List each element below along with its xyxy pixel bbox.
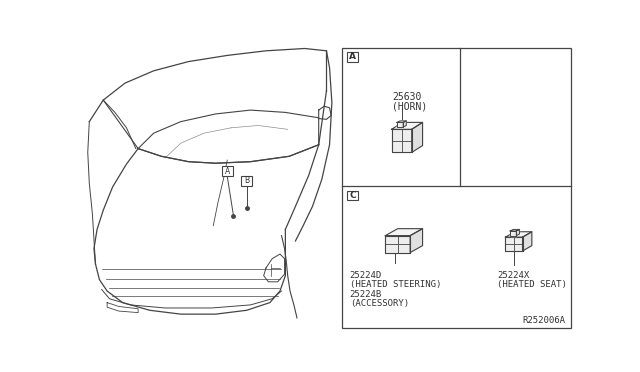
Polygon shape xyxy=(397,121,406,122)
Polygon shape xyxy=(403,121,406,127)
Text: (ACCESSORY): (ACCESSORY) xyxy=(349,299,409,308)
Polygon shape xyxy=(522,232,532,251)
Text: R252006A: R252006A xyxy=(522,316,565,325)
Polygon shape xyxy=(412,122,422,153)
Polygon shape xyxy=(392,129,412,153)
Polygon shape xyxy=(510,230,520,231)
Text: A: A xyxy=(225,167,230,176)
Polygon shape xyxy=(397,122,403,127)
Text: 25630: 25630 xyxy=(392,92,422,102)
Text: 25224D: 25224D xyxy=(349,271,382,280)
Text: (HEATED STEERING): (HEATED STEERING) xyxy=(349,280,441,289)
Text: A: A xyxy=(349,52,356,61)
Polygon shape xyxy=(385,229,422,235)
Text: (HORN): (HORN) xyxy=(392,101,428,111)
Polygon shape xyxy=(385,235,410,253)
Bar xyxy=(222,166,233,176)
Text: B: B xyxy=(244,176,249,185)
Polygon shape xyxy=(506,232,532,237)
Polygon shape xyxy=(506,237,522,251)
Bar xyxy=(342,48,572,328)
Bar xyxy=(347,191,358,200)
Text: (HEATED SEAT): (HEATED SEAT) xyxy=(497,280,567,289)
Bar xyxy=(241,176,252,186)
Polygon shape xyxy=(392,122,422,129)
Text: C: C xyxy=(349,191,356,200)
Polygon shape xyxy=(516,230,520,235)
Polygon shape xyxy=(510,231,516,235)
Text: 25224B: 25224B xyxy=(349,290,382,299)
Text: 25224X: 25224X xyxy=(497,271,529,280)
Polygon shape xyxy=(410,229,422,253)
Bar xyxy=(347,52,358,62)
